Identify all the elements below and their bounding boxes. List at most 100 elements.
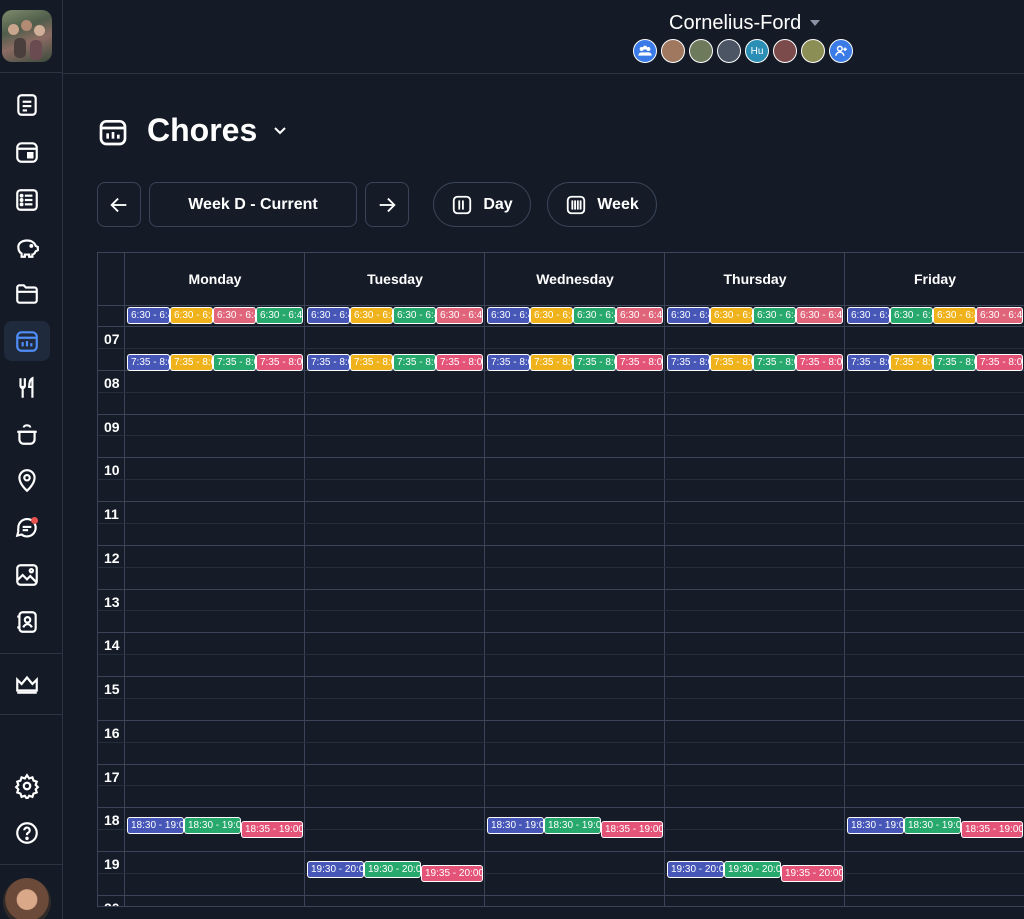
chore-event[interactable]: 6:30 - 6:45 <box>710 307 753 324</box>
chore-event[interactable]: 7:35 - 8:00 <box>487 354 530 371</box>
chore-event[interactable]: 6:30 - 6:45 <box>213 307 256 324</box>
chore-event[interactable]: 18:30 - 19:00 <box>904 817 961 835</box>
chore-event[interactable]: 7:35 - 8:00 <box>667 354 710 371</box>
chore-event[interactable]: 7:35 - 8:00 <box>933 354 976 371</box>
chore-event[interactable]: 7:35 - 8:00 <box>976 354 1023 371</box>
family-name[interactable]: Cornelius-Ford <box>669 12 802 34</box>
chore-event[interactable]: 19:35 - 20:00 <box>781 865 843 882</box>
previous-week-button[interactable] <box>97 182 141 227</box>
member-avatar[interactable] <box>689 39 713 63</box>
chore-event[interactable]: 7:35 - 8:00 <box>753 354 796 371</box>
chore-event[interactable]: 6:30 - 6:45 <box>667 307 710 324</box>
chore-event[interactable]: 19:30 - 20:00 <box>307 861 364 878</box>
chore-event[interactable]: 18:35 - 19:00 <box>601 821 663 839</box>
chore-event[interactable]: 7:35 - 8:00 <box>616 354 663 371</box>
sidebar-item-recipes[interactable] <box>4 414 50 454</box>
chevron-down-icon[interactable] <box>810 20 820 26</box>
chevron-down-icon[interactable] <box>273 124 287 138</box>
chore-event[interactable]: 7:35 - 8:00 <box>307 354 350 371</box>
chore-event[interactable]: 7:35 - 8:00 <box>256 354 303 371</box>
chore-event[interactable]: 6:30 - 6:45 <box>487 307 530 324</box>
sidebar-item-meals[interactable] <box>4 368 50 408</box>
chore-event[interactable]: 6:30 - 6:45 <box>256 307 303 324</box>
member-avatar[interactable] <box>801 39 825 63</box>
user-avatar[interactable] <box>3 878 51 919</box>
family-group-avatar[interactable] <box>633 39 657 63</box>
member-avatar[interactable] <box>717 39 741 63</box>
sidebar-item-location[interactable] <box>4 461 50 501</box>
next-week-button[interactable] <box>365 182 409 227</box>
chore-event[interactable]: 7:35 - 8:00 <box>530 354 573 371</box>
day-column-divider <box>484 253 485 906</box>
chore-event[interactable]: 18:30 - 19:00 <box>487 817 544 835</box>
chore-event[interactable]: 18:35 - 19:00 <box>241 821 303 839</box>
chore-event[interactable]: 18:30 - 19:00 <box>544 817 601 835</box>
chore-event[interactable]: 7:35 - 8:00 <box>350 354 393 371</box>
chore-event[interactable]: 7:35 - 8:00 <box>796 354 843 371</box>
page-title[interactable]: Chores <box>147 112 258 148</box>
chore-event[interactable]: 6:30 - 6:45 <box>933 307 976 324</box>
folder-icon <box>16 284 38 304</box>
crown-icon <box>16 675 38 694</box>
chore-event[interactable]: 6:30 - 6:45 <box>796 307 843 324</box>
chore-event[interactable]: 6:30 - 6:45 <box>530 307 573 324</box>
chore-event[interactable]: 6:30 - 6:45 <box>616 307 663 324</box>
chore-event[interactable]: 7:35 - 8:00 <box>213 354 256 371</box>
sidebar-item-lists[interactable] <box>4 85 50 125</box>
sidebar-item-chat[interactable] <box>4 508 50 548</box>
chore-event[interactable]: 7:35 - 8:00 <box>393 354 436 371</box>
sidebar-item-settings[interactable] <box>4 766 50 806</box>
chore-event[interactable]: 6:30 - 6:45 <box>847 307 890 324</box>
add-member-button[interactable] <box>829 39 853 63</box>
member-avatar[interactable] <box>661 39 685 63</box>
chores-icon <box>16 331 38 352</box>
week-selector[interactable]: Week D - Current <box>149 182 357 227</box>
chore-event[interactable]: 19:30 - 20:00 <box>724 861 781 878</box>
chore-event[interactable]: 6:30 - 6:45 <box>573 307 616 324</box>
member-avatar[interactable]: Hu <box>745 39 769 63</box>
sidebar-item-files[interactable] <box>4 274 50 314</box>
chore-event[interactable]: 18:30 - 19:00 <box>127 817 184 835</box>
chore-event[interactable]: 6:30 - 6:45 <box>393 307 436 324</box>
chore-event[interactable]: 7:35 - 8:00 <box>170 354 213 371</box>
hour-line <box>98 413 1024 415</box>
chore-event[interactable]: 7:35 - 8:00 <box>436 354 483 371</box>
sidebar-item-calendar[interactable] <box>4 132 50 172</box>
week-view-button[interactable]: Week <box>547 182 657 227</box>
hour-line <box>98 676 1024 677</box>
chore-event[interactable]: 6:30 - 6:45 <box>127 307 170 324</box>
chore-event[interactable]: 6:30 - 6:45 <box>890 307 933 324</box>
chore-event[interactable]: 6:30 - 6:45 <box>350 307 393 324</box>
sidebar-item-tasks[interactable] <box>4 180 50 220</box>
week-view-icon <box>567 195 586 214</box>
day-view-button[interactable]: Day <box>433 182 531 227</box>
sidebar-item-chores[interactable] <box>4 321 50 361</box>
chore-event[interactable]: 6:30 - 6:45 <box>307 307 350 324</box>
hour-line <box>98 894 1024 896</box>
arrow-right-icon <box>379 197 396 212</box>
chore-event[interactable]: 6:30 - 6:45 <box>436 307 483 324</box>
chore-event[interactable]: 6:30 - 6:45 <box>170 307 213 324</box>
chore-event[interactable]: 7:35 - 8:00 <box>127 354 170 371</box>
chore-event[interactable]: 7:35 - 8:00 <box>890 354 933 371</box>
chore-event[interactable]: 7:35 - 8:00 <box>710 354 753 371</box>
chore-event[interactable]: 6:30 - 6:45 <box>753 307 796 324</box>
chore-event[interactable]: 18:35 - 19:00 <box>961 821 1023 839</box>
chore-event[interactable]: 19:35 - 20:00 <box>421 865 483 882</box>
family-photo-avatar[interactable] <box>2 10 52 62</box>
chore-event[interactable]: 19:30 - 20:00 <box>667 861 724 878</box>
chat-icon <box>15 517 37 538</box>
member-avatar[interactable] <box>773 39 797 63</box>
chore-event[interactable]: 7:35 - 8:00 <box>847 354 890 371</box>
chore-event[interactable]: 18:30 - 19:00 <box>184 817 241 835</box>
chore-event[interactable]: 19:30 - 20:00 <box>364 861 421 878</box>
chore-event[interactable]: 7:35 - 8:00 <box>573 354 616 371</box>
chore-event[interactable]: 18:30 - 19:00 <box>847 817 904 835</box>
sidebar-item-photos[interactable] <box>4 555 50 595</box>
chore-event[interactable]: 6:30 - 6:45 <box>976 307 1023 324</box>
sidebar-item-premium[interactable] <box>4 664 50 704</box>
sidebar-item-help[interactable] <box>4 813 50 853</box>
sidebar-item-finance[interactable] <box>4 227 50 267</box>
sidebar-item-contacts[interactable] <box>4 602 50 642</box>
hour-label: 18 <box>104 812 120 829</box>
